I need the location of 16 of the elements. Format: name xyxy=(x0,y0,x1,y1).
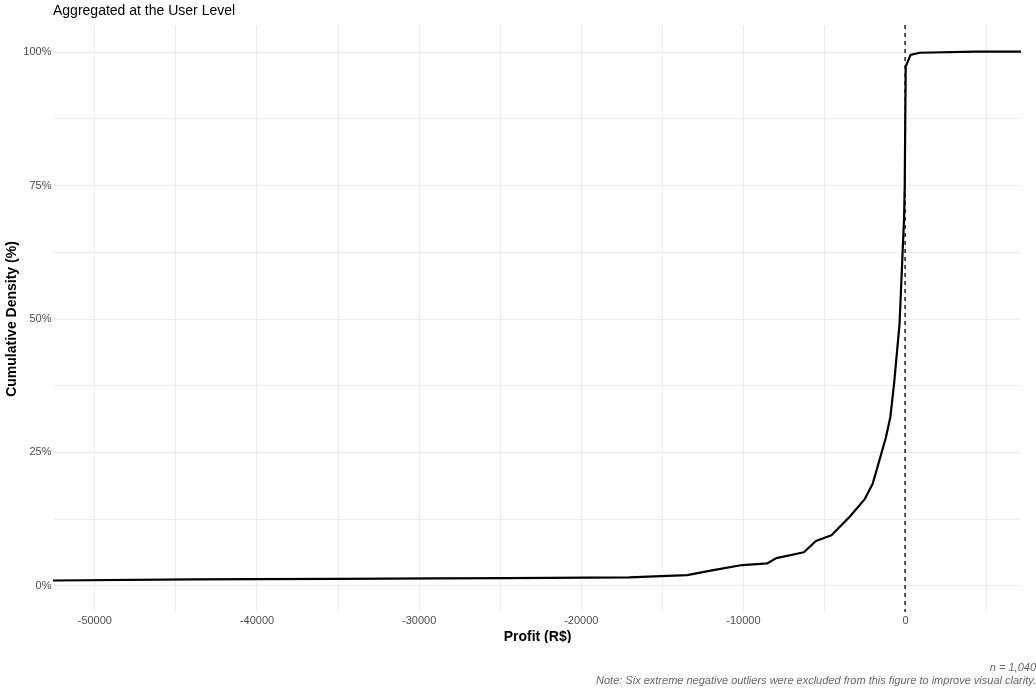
x-tick-label: -30000 xyxy=(402,613,437,626)
x-axis-title: Profit (R$) xyxy=(503,627,572,644)
y-tick-label: 0% xyxy=(35,578,52,591)
y-axis-title: Cumulative Density (%) xyxy=(3,241,20,397)
x-tick-label: -20000 xyxy=(564,613,599,626)
x-tick-label: 0 xyxy=(902,613,909,626)
text: Note: Six extreme negative outliers were excluded from this figure to improve visual clarity. xyxy=(595,674,1036,687)
text: n = 1,040 xyxy=(988,661,1036,674)
y-tick-label: 100% xyxy=(23,45,52,58)
chart-title: Aggregated at the User Level xyxy=(53,2,236,19)
x-tick-label: -10000 xyxy=(726,613,761,626)
x-tick-label: -50000 xyxy=(77,613,112,626)
y-tick-label: 50% xyxy=(29,312,52,324)
x-tick-label: -40000 xyxy=(239,613,275,626)
y-tick-label: 75% xyxy=(29,178,52,191)
y-tick-label: 25% xyxy=(29,445,52,458)
